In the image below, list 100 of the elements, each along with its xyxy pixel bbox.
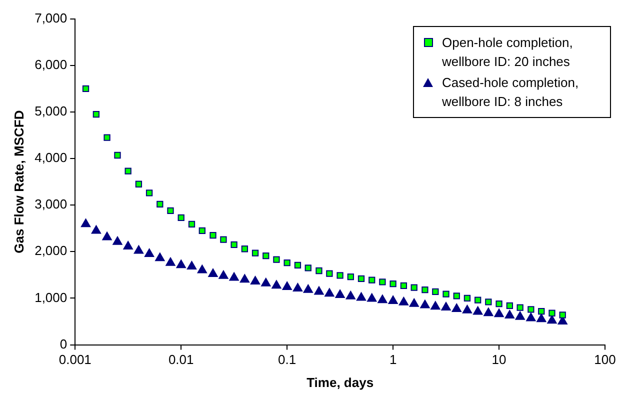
point <box>346 290 356 300</box>
point <box>494 308 504 318</box>
y-axis-title: Gas Flow Rate, MSCFD <box>11 110 26 254</box>
point <box>124 168 132 174</box>
point <box>261 278 271 286</box>
point <box>114 152 121 159</box>
point <box>526 312 536 322</box>
point <box>91 225 102 234</box>
point <box>146 190 153 196</box>
y-tick-label: 2,000 <box>34 243 68 258</box>
y-tick-label: 7,000 <box>34 10 68 26</box>
point <box>294 262 302 268</box>
point <box>485 298 492 306</box>
point <box>123 241 133 250</box>
point <box>282 282 292 290</box>
point <box>400 282 408 289</box>
point <box>464 294 471 302</box>
y-tick-label: 3,000 <box>34 196 68 212</box>
x-tick-label: 1 <box>389 352 397 368</box>
point <box>496 300 502 308</box>
point <box>303 284 313 293</box>
point <box>515 311 525 320</box>
point <box>188 220 196 228</box>
point <box>229 272 239 281</box>
point <box>241 246 248 252</box>
x-tick-label: 10 <box>492 352 506 368</box>
point <box>358 275 365 282</box>
point <box>198 227 206 234</box>
x-axis-title: Time, days <box>306 374 374 390</box>
point <box>420 300 430 308</box>
point <box>430 301 440 310</box>
point <box>422 286 428 294</box>
point <box>156 200 164 208</box>
y-tick-label: 5,000 <box>34 104 68 119</box>
point <box>186 261 197 270</box>
x-tick-label: 0.1 <box>278 352 296 368</box>
point <box>336 272 344 279</box>
point <box>409 298 419 307</box>
point <box>304 264 312 272</box>
point <box>504 310 514 318</box>
point <box>252 250 259 256</box>
point <box>208 268 218 278</box>
point <box>240 274 250 283</box>
point <box>134 245 144 254</box>
point <box>272 280 282 289</box>
point <box>104 134 110 141</box>
point <box>452 303 462 312</box>
point <box>176 260 186 268</box>
point <box>484 308 494 316</box>
point <box>410 284 418 291</box>
point <box>292 282 303 292</box>
point <box>167 207 174 214</box>
point <box>367 293 377 302</box>
point <box>135 180 142 188</box>
point <box>441 302 451 311</box>
point <box>390 280 396 288</box>
point <box>155 252 165 262</box>
legend-label: Cased-hole completion, wellbore ID: 8 inches <box>442 74 580 111</box>
legend-label: Open-hole completion, wellbore ID: 20 inches <box>442 34 574 71</box>
point <box>178 214 184 221</box>
point <box>506 302 513 310</box>
point <box>102 232 112 240</box>
point <box>284 260 290 266</box>
point <box>462 304 472 314</box>
x-tick-label: 0.001 <box>58 352 92 368</box>
point <box>326 270 333 277</box>
point <box>547 315 557 324</box>
point <box>250 276 260 284</box>
point <box>230 241 238 248</box>
point <box>398 296 409 306</box>
point <box>92 110 100 118</box>
y-tick-label: 0 <box>60 336 68 352</box>
point <box>473 306 483 315</box>
point <box>144 248 154 257</box>
point <box>335 289 345 298</box>
point <box>442 290 450 298</box>
point <box>538 308 545 315</box>
point <box>262 252 270 260</box>
point <box>324 288 334 297</box>
x-tick-label: 100 <box>594 352 616 368</box>
point <box>388 296 398 304</box>
point <box>548 310 556 316</box>
point <box>378 294 388 304</box>
point <box>316 267 322 274</box>
point <box>453 292 460 300</box>
x-tick-label: 0.01 <box>168 352 194 368</box>
y-tick-label: 1,000 <box>34 290 68 305</box>
point <box>210 232 216 239</box>
point <box>559 312 566 318</box>
point <box>368 276 376 284</box>
point <box>82 85 90 92</box>
point <box>166 257 176 266</box>
point <box>273 256 280 263</box>
point <box>218 270 228 279</box>
point <box>516 304 524 311</box>
point <box>536 314 546 322</box>
point <box>80 218 91 228</box>
point <box>112 236 122 245</box>
point <box>528 306 534 313</box>
point <box>220 236 227 243</box>
